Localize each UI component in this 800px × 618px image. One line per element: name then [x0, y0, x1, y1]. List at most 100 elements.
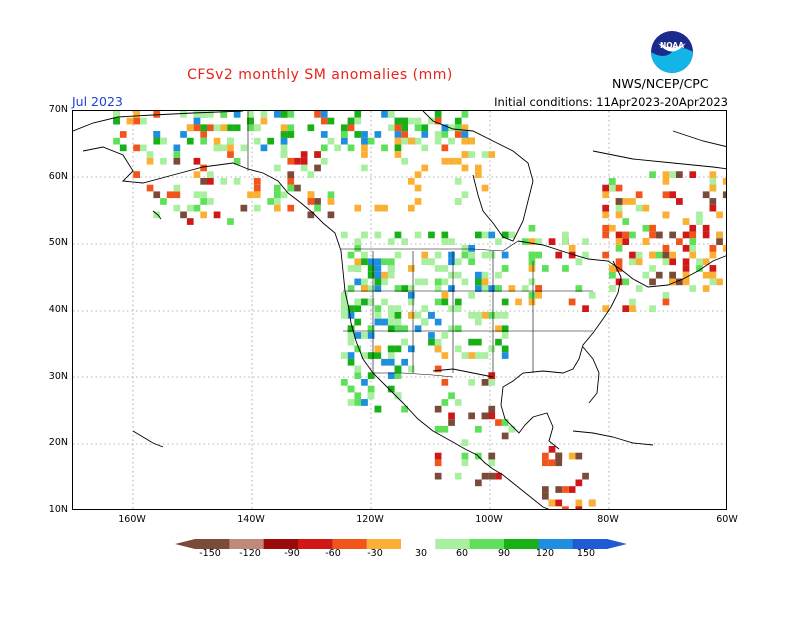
anomaly-cell [347, 358, 355, 366]
anomaly-cell [542, 452, 549, 460]
anomaly-cell [113, 137, 120, 145]
anomaly-cell [401, 358, 408, 366]
anomaly-cell [421, 144, 429, 152]
colorbar-swatch [435, 539, 471, 549]
anomaly-cell [207, 178, 214, 185]
anomaly-cell [468, 137, 475, 145]
anomaly-cell [448, 271, 455, 279]
anomaly-cell [568, 452, 576, 460]
anomaly-cell [207, 198, 214, 205]
colorbar-swatch [504, 539, 539, 549]
anomaly-cell [575, 285, 583, 292]
anomaly-cell [381, 278, 388, 286]
anomaly-cell [615, 231, 623, 239]
logo-text: NOAA [660, 41, 684, 50]
anomaly-cell [421, 131, 429, 138]
anomaly-cell [240, 144, 248, 152]
anomaly-cell [354, 345, 362, 353]
anomaly-cell [441, 231, 449, 239]
anomaly-cell [421, 258, 429, 266]
anomaly-cell [200, 124, 207, 132]
anomaly-cell [119, 131, 127, 138]
anomaly-cell [602, 191, 609, 199]
anomaly-cell [602, 204, 609, 212]
anomaly-cell [414, 117, 422, 125]
anomaly-cell [307, 191, 315, 199]
anomaly-cell [448, 258, 455, 266]
anomaly-cell [562, 506, 569, 509]
anomaly-cell [521, 285, 529, 292]
anomaly-cell [354, 131, 362, 138]
anomaly-cell [454, 258, 462, 266]
anomaly-cell [609, 265, 616, 272]
anomaly-cell [374, 258, 382, 266]
anomaly-cell [475, 285, 482, 292]
anomaly-cell [133, 111, 140, 118]
anomaly-cell [381, 358, 388, 366]
anomaly-cell [488, 452, 496, 460]
anomaly-cell [575, 479, 583, 487]
anomaly-cell [461, 251, 469, 259]
anomaly-cell [347, 251, 355, 259]
anomaly-cell [193, 204, 201, 212]
anomaly-cell [428, 231, 435, 239]
anomaly-cell [434, 131, 442, 138]
anomaly-cell [454, 178, 462, 185]
anomaly-cell [186, 124, 194, 132]
anomaly-cell [689, 238, 697, 245]
colorbar-label: 150 [576, 548, 596, 559]
colorbar [175, 539, 627, 549]
anomaly-cell [180, 211, 187, 219]
agency-label: NWS/NCEP/CPC [612, 76, 709, 91]
anomaly-cell [441, 332, 449, 339]
anomaly-cell [193, 124, 201, 132]
anomaly-cell [387, 345, 395, 353]
anomaly-cell [394, 144, 402, 152]
anomaly-cell [327, 137, 335, 145]
anomaly-cell [468, 379, 475, 386]
anomaly-cell [341, 137, 348, 145]
anomaly-cell [387, 111, 395, 118]
anomaly-cell [414, 278, 422, 286]
anomaly-cell [374, 305, 382, 312]
anomaly-cell [662, 211, 670, 219]
anomaly-cell [454, 305, 462, 312]
anomaly-cell [609, 271, 616, 279]
anomaly-cell [501, 231, 509, 239]
anomaly-cell [716, 231, 723, 239]
anomaly-cell [280, 111, 288, 118]
anomaly-cell [140, 144, 147, 152]
anomaly-cell [609, 285, 616, 292]
anomaly-cell [475, 164, 482, 172]
anomaly-cell [247, 191, 254, 199]
anomaly-cell [434, 472, 442, 480]
anomaly-cell [588, 291, 596, 299]
anomaly-cell [615, 211, 623, 219]
anomaly-cell [280, 124, 288, 132]
anomaly-cell [294, 157, 301, 165]
anomaly-cell [662, 245, 670, 252]
anomaly-cell [441, 399, 449, 406]
anomaly-cell [434, 117, 442, 125]
anomaly-cell [709, 178, 717, 185]
anomaly-cell [649, 278, 656, 286]
anomaly-cell [655, 231, 663, 239]
anomaly-cell [676, 278, 683, 286]
anomaly-cell [434, 278, 442, 286]
anomaly-cell [381, 298, 388, 306]
anomaly-cell [247, 124, 254, 132]
anomaly-cell [394, 305, 402, 312]
anomaly-cell [260, 117, 268, 125]
anomaly-cell [260, 111, 268, 118]
anomaly-cell [535, 251, 542, 259]
anomaly-cell [267, 198, 274, 205]
anomaly-cell [414, 231, 422, 239]
anomaly-cell [461, 245, 469, 252]
anomaly-cell [501, 325, 509, 333]
anomaly-cell [394, 251, 402, 259]
lat-label: 20N [48, 437, 68, 448]
anomaly-cell [394, 365, 402, 373]
anomaly-cell [387, 238, 395, 245]
anomaly-cell [434, 365, 442, 373]
anomaly-cell [568, 251, 576, 259]
